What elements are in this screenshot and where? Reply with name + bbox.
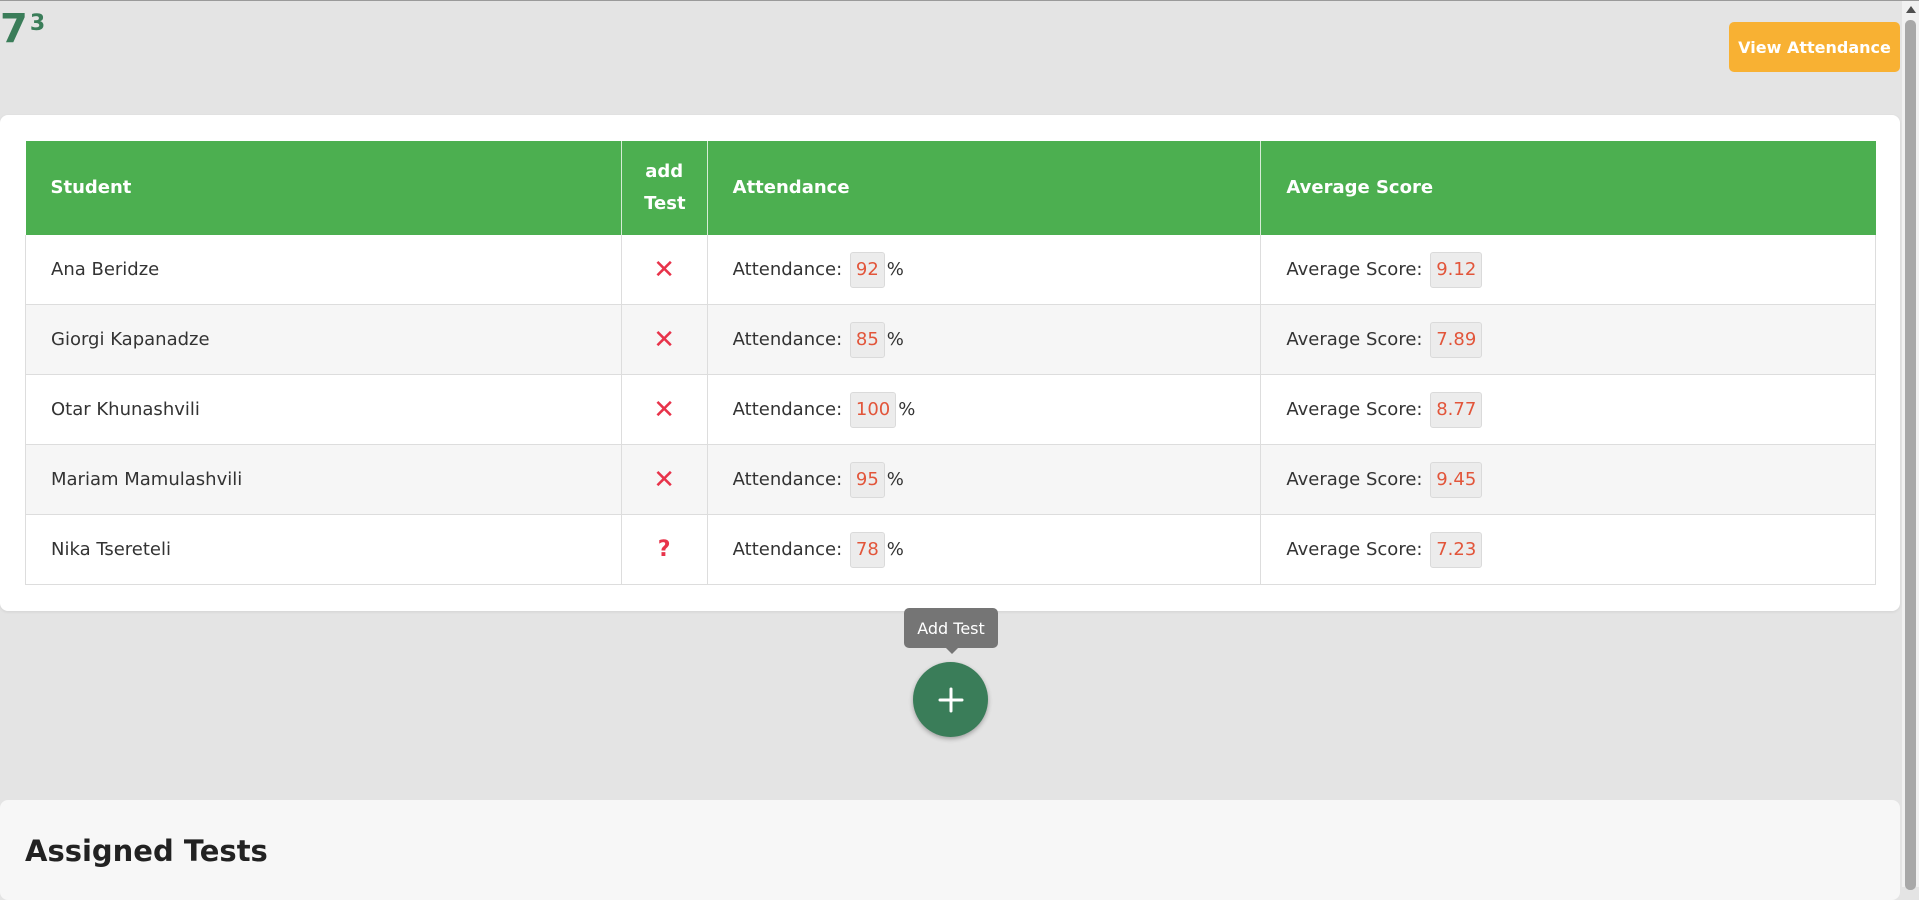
add-test-cell: ? — [621, 514, 708, 585]
table-row: Nika Tsereteli ? Attendance: 78% Average… — [25, 514, 1876, 585]
average-score-cell: Average Score: 8.77 — [1260, 374, 1876, 445]
average-score-cell: Average Score: 9.45 — [1260, 444, 1876, 515]
students-table: Student add Test Attendance Average Scor… — [25, 141, 1876, 585]
attendance-label: Attendance: — [732, 538, 843, 560]
table-row: Giorgi Kapanadze ✕ Attendance: 85% Avera… — [25, 304, 1876, 375]
attendance-value: 85 — [849, 321, 885, 358]
class-grade-label: 73 — [0, 9, 45, 49]
average-score-value: 9.12 — [1430, 251, 1483, 288]
average-score-cell: Average Score: 9.12 — [1260, 235, 1876, 305]
attendance-value: 100 — [849, 391, 897, 428]
attendance-cell: Attendance: 92% — [707, 235, 1262, 305]
vertical-scrollbar[interactable] — [1902, 1, 1919, 890]
view-attendance-button[interactable]: View Attendance — [1729, 22, 1900, 72]
add-test-header-text: add Test — [644, 161, 686, 214]
table-row: Mariam Mamulashvili ✕ Attendance: 95% Av… — [25, 444, 1876, 515]
average-score-cell: Average Score: 7.23 — [1260, 514, 1876, 585]
close-icon[interactable]: ✕ — [653, 464, 676, 495]
average-score-label: Average Score: — [1286, 538, 1423, 560]
column-header-add-test: add Test — [621, 141, 708, 235]
grade-number: 7 — [0, 6, 28, 52]
attendance-percent: % — [898, 398, 916, 420]
attendance-label: Attendance: — [732, 258, 843, 280]
scrollbar-thumb[interactable] — [1905, 20, 1916, 890]
student-name: Mariam Mamulashvili — [25, 444, 622, 515]
table-header-row: Student add Test Attendance Average Scor… — [25, 141, 1876, 235]
attendance-cell: Attendance: 85% — [707, 304, 1262, 375]
attendance-percent: % — [886, 258, 904, 280]
student-name: Nika Tsereteli — [25, 514, 622, 585]
question-icon[interactable]: ? — [657, 536, 671, 562]
assigned-tests-title: Assigned Tests — [25, 834, 268, 868]
add-test-cell: ✕ — [621, 444, 708, 515]
student-name: Otar Khunashvili — [25, 374, 622, 445]
add-test-cell: ✕ — [621, 374, 708, 445]
attendance-percent: % — [886, 538, 904, 560]
average-score-label: Average Score: — [1286, 468, 1423, 490]
average-score-cell: Average Score: 7.89 — [1260, 304, 1876, 375]
average-score-label: Average Score: — [1286, 258, 1423, 280]
scroll-up-arrow-icon[interactable] — [1906, 6, 1916, 13]
add-test-button[interactable] — [913, 662, 988, 737]
attendance-value: 92 — [849, 251, 885, 288]
student-name: Giorgi Kapanadze — [25, 304, 622, 375]
attendance-value: 95 — [849, 461, 885, 498]
average-score-value: 8.77 — [1430, 391, 1483, 428]
add-test-cell: ✕ — [621, 304, 708, 375]
average-score-value: 9.45 — [1430, 461, 1483, 498]
close-icon[interactable]: ✕ — [653, 254, 676, 285]
grade-superscript: 3 — [29, 11, 46, 36]
attendance-label: Attendance: — [732, 398, 843, 420]
attendance-cell: Attendance: 78% — [707, 514, 1262, 585]
student-name: Ana Beridze — [25, 235, 622, 305]
column-header-average-score: Average Score — [1260, 141, 1876, 235]
attendance-cell: Attendance: 100% — [707, 374, 1262, 445]
plus-icon — [938, 687, 963, 712]
attendance-cell: Attendance: 95% — [707, 444, 1262, 515]
add-test-tooltip: Add Test — [904, 608, 998, 654]
attendance-value: 78 — [849, 531, 885, 568]
table-row: Ana Beridze ✕ Attendance: 92% Average Sc… — [25, 235, 1876, 305]
average-score-label: Average Score: — [1286, 328, 1423, 350]
column-header-attendance: Attendance — [707, 141, 1262, 235]
average-score-value: 7.23 — [1430, 531, 1483, 568]
attendance-percent: % — [886, 328, 904, 350]
attendance-label: Attendance: — [732, 328, 843, 350]
average-score-value: 7.89 — [1430, 321, 1483, 358]
assigned-tests-section: Assigned Tests — [0, 800, 1900, 900]
table-row: Otar Khunashvili ✕ Attendance: 100% Aver… — [25, 374, 1876, 445]
students-card: Student add Test Attendance Average Scor… — [0, 115, 1900, 611]
attendance-label: Attendance: — [732, 468, 843, 490]
close-icon[interactable]: ✕ — [653, 324, 676, 355]
average-score-label: Average Score: — [1286, 398, 1423, 420]
attendance-percent: % — [886, 468, 904, 490]
add-test-cell: ✕ — [621, 235, 708, 305]
column-header-student: Student — [25, 141, 622, 235]
close-icon[interactable]: ✕ — [653, 394, 676, 425]
